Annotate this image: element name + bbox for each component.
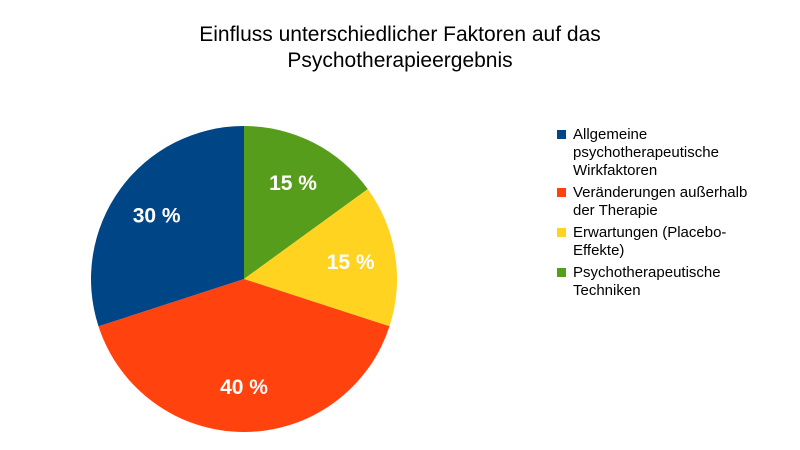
- legend-label-3-1: psychotherapeutische: [573, 144, 719, 161]
- legend-label-2-1: der Therapie: [573, 202, 658, 219]
- chart-title: Einfluss unterschiedlicher Faktoren auf …: [100, 22, 700, 74]
- legend-swatch-1: [557, 228, 566, 237]
- legend-label-0-1: Techniken: [573, 282, 641, 299]
- legend-swatch-3: [557, 130, 566, 139]
- slice-label-1: 15 %: [327, 251, 375, 274]
- chart-legend: Allgemeine psychotherapeutische Wirkfaktor…: [555, 126, 795, 304]
- pie-slice-0: [244, 126, 368, 279]
- legend-item-3: Allgemeine psychotherapeutische Wirkfaktor…: [555, 126, 795, 180]
- legend-label-1-0: Erwartungen (Placebo-: [573, 224, 727, 241]
- pie-slice-1: [244, 189, 398, 327]
- legend-item-1: Erwartungen (Placebo- Effekte): [555, 224, 795, 260]
- chart-title-line-1: Einfluss unterschiedlicher Faktoren auf …: [199, 23, 601, 46]
- pie-slice-2: [98, 279, 390, 433]
- legend-label-3-2: Wirkfaktoren: [573, 162, 658, 179]
- slice-label-2: 40 %: [220, 376, 268, 399]
- legend-swatch-0: [557, 268, 566, 277]
- legend-label-1-1: Effekte): [573, 242, 625, 259]
- legend-label-2-0: Veränderungen außerhalb: [573, 184, 748, 201]
- legend-label-0-0: Psychotherapeutische: [573, 264, 721, 281]
- legend-swatch-2: [557, 188, 566, 197]
- chart-title-line-2: Psychotherapieergebnis: [287, 49, 513, 72]
- legend-item-0: Psychotherapeutische Techniken: [555, 264, 795, 300]
- legend-item-2: Veränderungen außerhalb der Therapie: [555, 184, 795, 220]
- pie-slice-3: [90, 126, 244, 327]
- slice-label-0: 15 %: [269, 172, 317, 195]
- legend-label-3-0: Allgemeine: [573, 126, 648, 143]
- slice-label-3: 30 %: [133, 205, 181, 228]
